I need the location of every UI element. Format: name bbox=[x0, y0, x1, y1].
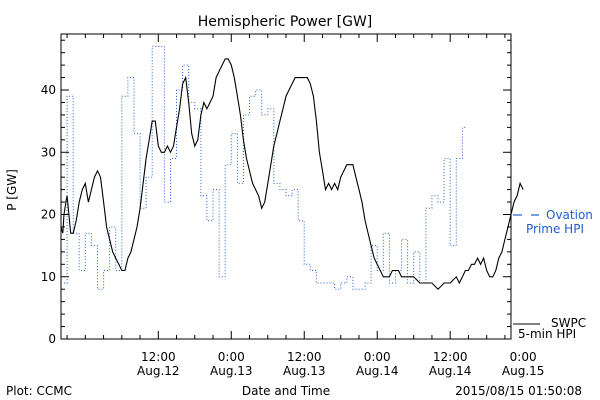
x-tick-date-label: Aug.13 bbox=[210, 364, 253, 378]
x-tick-time-label: 0:00 bbox=[510, 350, 537, 364]
series-line-ovation-prime bbox=[61, 45, 466, 290]
x-tick-date-label: Aug.15 bbox=[502, 364, 545, 378]
legend-label-ovation-line1: Ovation bbox=[546, 208, 593, 222]
series-line-swpc bbox=[60, 58, 524, 290]
x-tick-date-label: Aug.12 bbox=[137, 364, 180, 378]
y-tick-label: 10 bbox=[41, 270, 56, 284]
y-tick-label: 40 bbox=[41, 83, 56, 97]
x-tick-time-label: 0:00 bbox=[364, 350, 391, 364]
x-tick-time-label: 12:00 bbox=[141, 350, 176, 364]
legend-label-ovation-line2: Prime HPI bbox=[526, 222, 584, 236]
x-axis: 12:00Aug.120:00Aug.1312:00Aug.130:00Aug.… bbox=[66, 34, 545, 378]
y-tick-label: 30 bbox=[41, 145, 56, 159]
chart-title: Hemispheric Power [GW] bbox=[198, 14, 373, 30]
y-axis-label: P [GW] bbox=[5, 169, 19, 211]
y-tick-label: 0 bbox=[48, 332, 56, 346]
x-tick-date-label: Aug.14 bbox=[356, 364, 399, 378]
x-tick-date-label: Aug.13 bbox=[283, 364, 326, 378]
plot-frame bbox=[60, 33, 512, 340]
legend-label-swpc-line1: SWPC bbox=[551, 316, 586, 330]
footer-credit: Plot: CCMC bbox=[6, 384, 72, 398]
x-tick-date-label: Aug.14 bbox=[429, 364, 472, 378]
x-tick-time-label: 12:00 bbox=[287, 350, 322, 364]
y-tick-label: 20 bbox=[41, 208, 56, 222]
footer-timestamp: 2015/08/15 01:50:08 bbox=[455, 384, 582, 398]
x-axis-label: Date and Time bbox=[242, 384, 330, 398]
y-axis: 0 10 20 30 40 bbox=[41, 39, 511, 346]
legend-label-swpc-line2: 5-min HPI bbox=[518, 327, 576, 341]
x-tick-time-label: 0:00 bbox=[218, 350, 245, 364]
x-tick-time-label: 12:00 bbox=[433, 350, 468, 364]
